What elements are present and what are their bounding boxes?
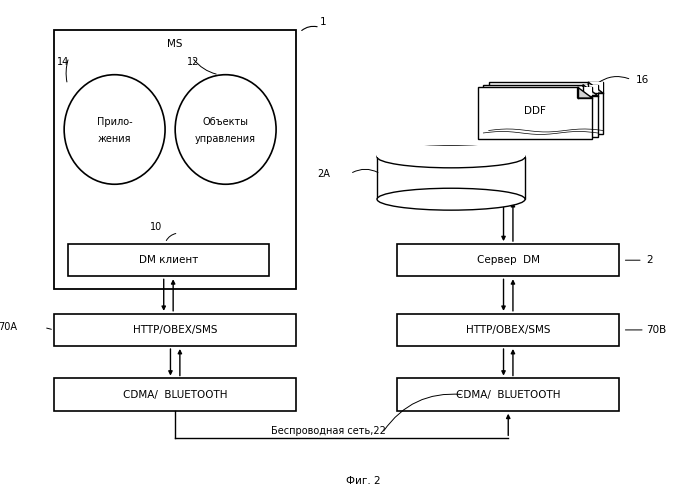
Text: CDMA/  BLUETOOTH: CDMA/ BLUETOOTH: [456, 389, 561, 400]
Bar: [397, 314, 620, 346]
Text: MS: MS: [167, 39, 183, 49]
Bar: [397, 244, 620, 276]
Text: 70A: 70A: [0, 322, 17, 333]
Bar: [54, 30, 296, 289]
Bar: [489, 82, 603, 134]
Text: управления: управления: [195, 134, 256, 144]
Text: жения: жения: [98, 134, 132, 144]
Text: DDF: DDF: [524, 106, 546, 116]
Text: 70B: 70B: [646, 325, 666, 335]
Bar: [397, 378, 620, 411]
Text: Фиг. 2: Фиг. 2: [346, 476, 381, 486]
Text: 16: 16: [636, 75, 650, 85]
Polygon shape: [583, 85, 598, 96]
Ellipse shape: [377, 188, 525, 210]
Text: CDMA/  BLUETOOTH: CDMA/ BLUETOOTH: [123, 389, 228, 400]
Ellipse shape: [64, 75, 165, 184]
Bar: [54, 314, 296, 346]
Text: Сервер  DM: Сервер DM: [477, 255, 540, 265]
Text: Прило-: Прило-: [97, 117, 132, 127]
Text: 2A: 2A: [317, 169, 330, 179]
Ellipse shape: [175, 75, 276, 184]
Bar: [478, 87, 592, 139]
Text: 10: 10: [150, 222, 162, 232]
Text: Беспроводная сеть,22: Беспроводная сеть,22: [271, 426, 386, 436]
Polygon shape: [578, 87, 592, 98]
Polygon shape: [588, 82, 603, 93]
Polygon shape: [583, 85, 598, 96]
Polygon shape: [588, 82, 603, 93]
Text: DM клиент: DM клиент: [139, 255, 198, 265]
Text: 14: 14: [57, 57, 70, 67]
Bar: [67, 244, 270, 276]
Text: 12: 12: [188, 57, 200, 67]
Ellipse shape: [377, 146, 525, 168]
Bar: [54, 378, 296, 411]
Polygon shape: [578, 87, 592, 98]
Text: Объекты: Объекты: [202, 117, 248, 127]
Text: 1: 1: [320, 17, 326, 27]
Text: HTTP/OBEX/SMS: HTTP/OBEX/SMS: [466, 325, 550, 335]
Bar: [483, 85, 598, 137]
Bar: [377, 146, 525, 157]
Bar: [377, 157, 525, 199]
Text: HTTP/OBEX/SMS: HTTP/OBEX/SMS: [133, 325, 218, 335]
Text: 2: 2: [646, 255, 653, 265]
